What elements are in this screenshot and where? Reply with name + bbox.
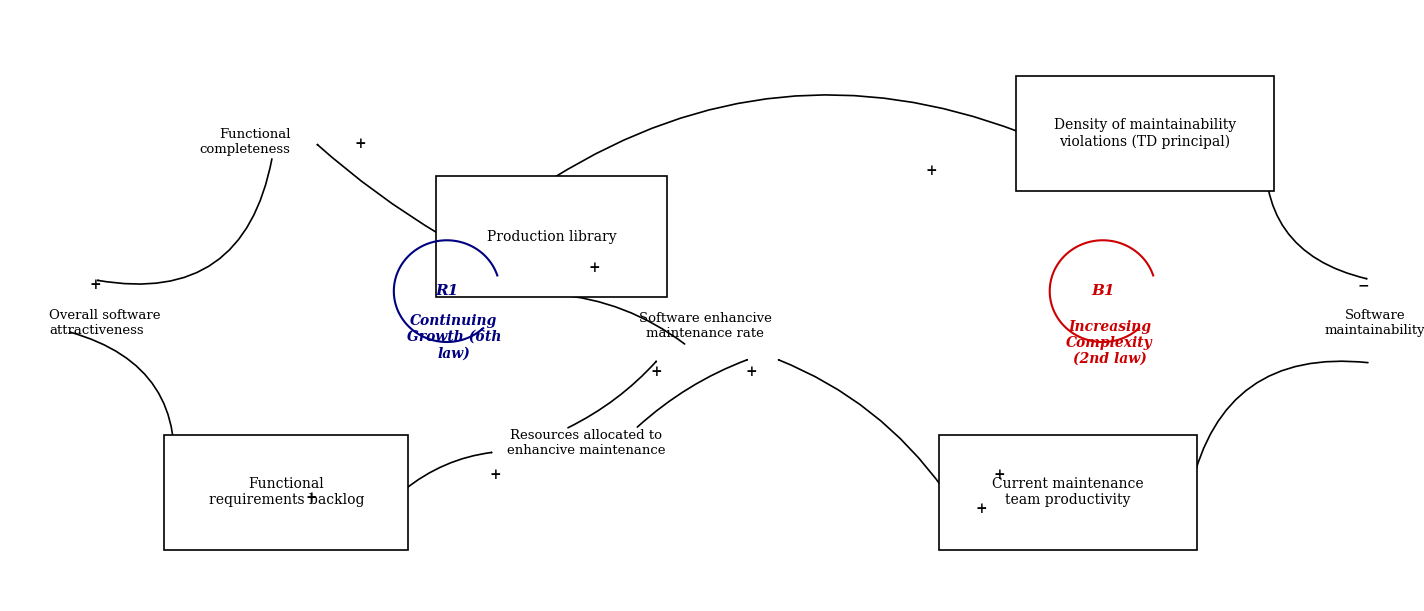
- Text: Functional
completeness: Functional completeness: [199, 128, 290, 156]
- Text: +: +: [926, 164, 937, 178]
- Text: +: +: [306, 491, 318, 505]
- Text: Density of maintainability
violations (TD principal): Density of maintainability violations (T…: [1054, 118, 1236, 148]
- Text: +: +: [651, 365, 662, 379]
- Text: +: +: [355, 136, 366, 150]
- Text: Continuing
Growth (6th
law): Continuing Growth (6th law): [407, 314, 501, 360]
- Text: Functional
requirements backlog: Functional requirements backlog: [209, 477, 365, 507]
- FancyBboxPatch shape: [436, 176, 666, 297]
- Text: +: +: [490, 468, 501, 482]
- Text: +: +: [994, 468, 1005, 482]
- Text: −: −: [1358, 279, 1370, 293]
- Text: R1: R1: [436, 284, 459, 298]
- Text: +: +: [590, 261, 601, 275]
- Text: Resources allocated to
enhancive maintenance: Resources allocated to enhancive mainten…: [507, 430, 665, 458]
- Text: Software
maintainability: Software maintainability: [1324, 309, 1424, 337]
- Text: Overall software
attractiveness: Overall software attractiveness: [48, 309, 161, 337]
- Text: Increasing
Complexity
(2nd law): Increasing Complexity (2nd law): [1067, 320, 1153, 366]
- Text: Current maintenance
team productivity: Current maintenance team productivity: [993, 477, 1143, 507]
- Text: +: +: [90, 279, 101, 293]
- FancyBboxPatch shape: [938, 435, 1198, 550]
- Text: Production library: Production library: [487, 230, 617, 244]
- Text: +: +: [745, 365, 758, 379]
- FancyBboxPatch shape: [1015, 76, 1273, 191]
- Text: B1: B1: [1091, 284, 1115, 298]
- Text: +: +: [975, 502, 987, 516]
- Text: Software enhancive
maintenance rate: Software enhancive maintenance rate: [638, 312, 772, 340]
- FancyBboxPatch shape: [164, 435, 409, 550]
